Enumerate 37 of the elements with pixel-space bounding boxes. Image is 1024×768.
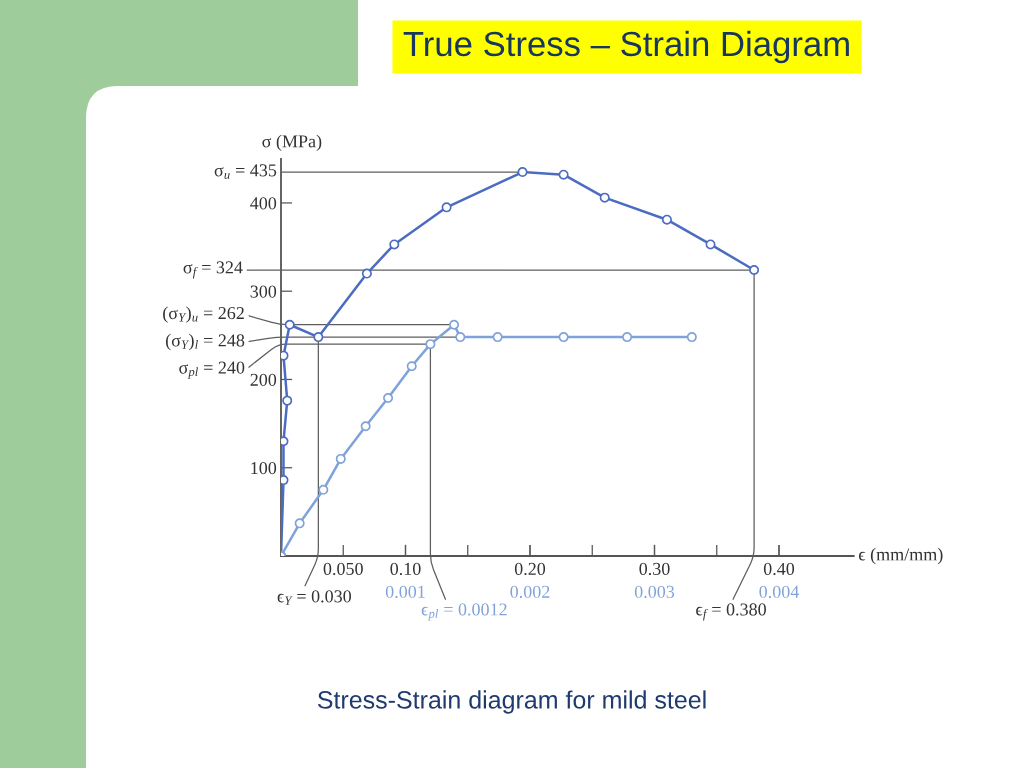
- annotation: (σ$_{Y}$)$_{u}$ = 262: [163, 306, 244, 323]
- point: [361, 268, 372, 279]
- point: [313, 332, 324, 343]
- annotation: σ$_{u}$ = 435: [214, 164, 277, 179]
- x-tick-label: 0.30: [639, 562, 670, 576]
- annotation: (σ$_{Y}$)$_{l}$ = 248: [165, 333, 245, 351]
- point: [284, 319, 295, 330]
- x2-tick-label: 0.003: [634, 585, 675, 598]
- annotation: σ$_{pl}$ = 240: [179, 361, 245, 379]
- point: [749, 265, 760, 276]
- x-axis-title: ϵ (mm/mm): [858, 547, 943, 565]
- y-axis-title: σ (MPa): [262, 134, 322, 152]
- y-tick-label: 100: [251, 461, 277, 475]
- point: [705, 239, 716, 250]
- point: [661, 214, 672, 225]
- y-tick-label: 300: [250, 285, 277, 298]
- point: [282, 395, 293, 406]
- x-tick-label: 0.050: [323, 562, 363, 576]
- point: [517, 167, 528, 178]
- point: [558, 169, 569, 180]
- point: [441, 202, 452, 213]
- x-tick-label: 0.10: [390, 562, 421, 576]
- x-tick-label: 0.40: [763, 562, 795, 576]
- chart-title: True Stress – Strain Diagram: [403, 30, 849, 64]
- x-tick-label: 0.20: [514, 562, 546, 576]
- x2-tick-label: 0.001: [385, 585, 425, 598]
- x2-tick-label: 0.004: [759, 585, 800, 598]
- point: [389, 239, 400, 250]
- annotation: ϵ$_{pl}$ = 0.0012: [421, 603, 507, 621]
- x2-tick-label: 0.002: [510, 585, 550, 598]
- annotation: ϵ$_{f}$ = 0.380: [696, 603, 766, 621]
- annotation: ϵ$_{Y}$ = 0.030: [277, 590, 352, 605]
- point: [599, 192, 610, 203]
- y-tick-label: 400: [250, 197, 277, 210]
- y-tick-label: 200: [250, 373, 277, 386]
- text: Stress-Strain diagram for mild steel: [317, 690, 706, 714]
- annotation: σ$_{f}$ = 324: [183, 261, 243, 279]
